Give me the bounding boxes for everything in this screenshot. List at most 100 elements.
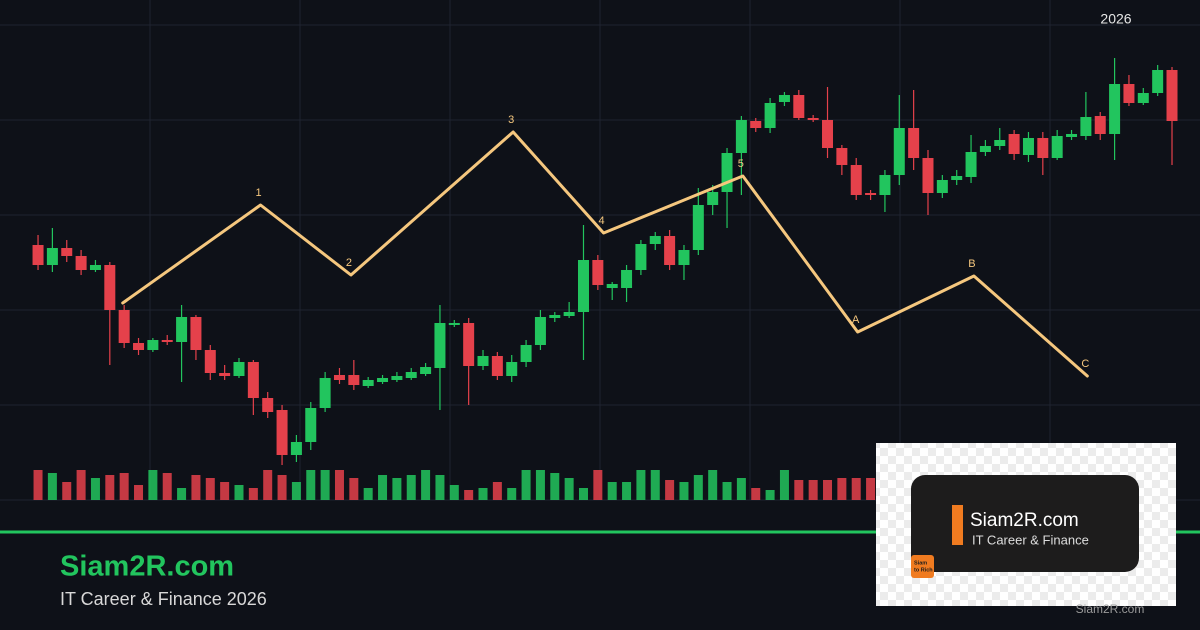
volume-bar — [62, 482, 72, 500]
candle-body — [664, 236, 676, 265]
volume-bar — [650, 470, 660, 500]
candle-body — [276, 410, 288, 455]
volume-bar — [134, 485, 144, 500]
volume-bar — [779, 470, 789, 500]
volume-bar — [406, 475, 416, 500]
volume-bar — [665, 480, 675, 500]
candle-body — [1066, 134, 1078, 137]
volume-bar — [90, 478, 100, 500]
candle-body — [118, 310, 130, 343]
wave-label: B — [968, 258, 975, 270]
candle-body — [333, 375, 345, 380]
candle-body — [391, 376, 403, 380]
candle-body — [405, 372, 417, 378]
volume-bar — [478, 488, 488, 500]
volume-bar — [808, 480, 818, 500]
candle-body — [319, 378, 331, 408]
candle-body — [778, 95, 790, 102]
candle-body — [491, 356, 503, 376]
wave-label: 4 — [599, 215, 605, 227]
candle-body — [190, 317, 202, 350]
watermark: Siam2R.com — [1076, 602, 1145, 616]
volume-bar — [320, 470, 330, 500]
candle-body — [290, 442, 302, 455]
candle-body — [161, 340, 173, 342]
volume-bar — [392, 478, 402, 500]
candle-body — [1166, 70, 1178, 121]
year-label: 2026 — [1100, 11, 1131, 27]
candle-body — [75, 256, 87, 270]
candle-body — [133, 343, 145, 350]
volume-bar — [464, 490, 474, 500]
candle-body — [922, 158, 934, 193]
candle-body — [305, 408, 317, 442]
volume-bar — [521, 470, 531, 500]
wave-label: A — [852, 314, 860, 326]
volume-bar — [765, 490, 775, 500]
candle-body — [204, 350, 216, 373]
grid — [0, 0, 1200, 501]
candle-body — [233, 362, 245, 376]
volume-bar — [177, 488, 187, 500]
candle-body — [46, 248, 58, 265]
candle-body — [793, 95, 805, 118]
candle-body — [1109, 84, 1121, 134]
volume-bar — [306, 470, 316, 500]
candle-body — [822, 120, 834, 148]
logo-card: Siam2R.com IT Career & Finance Siam to R… — [876, 443, 1176, 616]
candle-body — [534, 317, 546, 345]
candle-body — [879, 175, 891, 195]
candle-body — [635, 244, 647, 270]
candle-body — [549, 315, 561, 318]
candle-body — [1080, 117, 1092, 136]
candle-body — [147, 340, 159, 350]
candle-body — [750, 121, 762, 128]
candle-body — [420, 367, 432, 374]
wave: 1 2 3 4 5 A B C — [121, 114, 1089, 378]
candle-body — [262, 398, 274, 412]
logo-title: Siam2R.com — [970, 510, 1079, 531]
logo-badge — [911, 555, 934, 578]
volume-bar — [435, 475, 445, 500]
volume-bar — [607, 482, 617, 500]
logo-subtitle: IT Career & Finance — [972, 532, 1089, 547]
candle-body — [836, 148, 848, 165]
volume-bar — [148, 470, 158, 500]
volume-bar — [492, 482, 502, 500]
candle-body — [506, 362, 518, 376]
volume-bar — [564, 478, 574, 500]
candle-body — [1008, 134, 1020, 154]
candle-body — [994, 140, 1006, 146]
wave-line — [121, 130, 1089, 378]
candle-body — [563, 312, 575, 316]
badge-line: Siam — [914, 560, 927, 566]
volume-bar — [33, 470, 43, 500]
volume-bar — [291, 482, 301, 500]
volume-bar — [378, 475, 388, 500]
candle-body — [577, 260, 589, 312]
candle-body — [908, 128, 920, 158]
volume-bar — [578, 488, 588, 500]
candle-body — [707, 192, 719, 205]
candle-body — [649, 236, 661, 244]
candle-body — [477, 356, 489, 366]
volume-bar — [823, 480, 833, 500]
volume-bar — [708, 470, 718, 500]
volume-bar — [220, 482, 230, 500]
candle-body — [61, 248, 73, 256]
candle-body — [865, 193, 877, 195]
candle-body — [362, 380, 374, 386]
volume-bar — [636, 470, 646, 500]
candle-body — [850, 165, 862, 195]
logo-panel — [911, 475, 1139, 572]
volume-bar — [162, 473, 172, 500]
volume-bar — [363, 488, 373, 500]
candle-body — [893, 128, 905, 175]
volume-bar — [693, 475, 703, 500]
wave-label: 3 — [508, 114, 514, 126]
volume-bar — [851, 478, 861, 500]
candle-body — [764, 103, 776, 128]
volume-bar — [622, 482, 632, 500]
volume-bars — [33, 470, 876, 500]
